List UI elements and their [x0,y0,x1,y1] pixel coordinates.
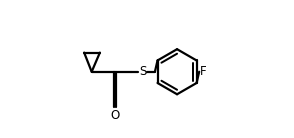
Text: O: O [110,109,119,122]
Text: S: S [139,65,146,78]
Text: F: F [200,65,206,78]
